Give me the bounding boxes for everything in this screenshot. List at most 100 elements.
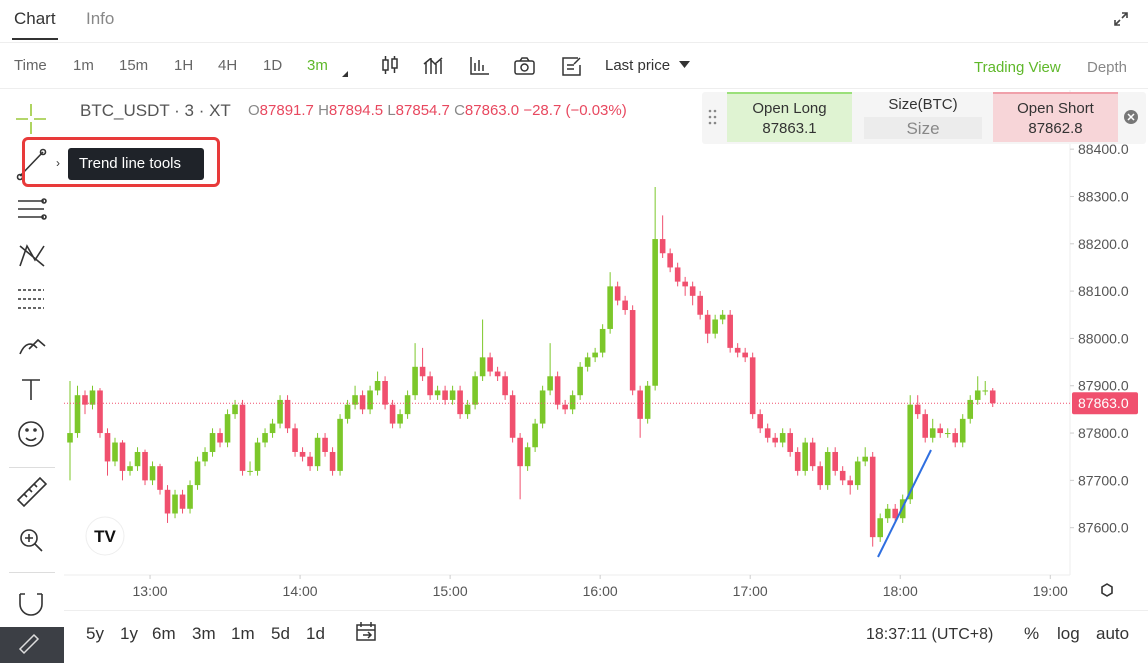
candle-body (937, 428, 944, 434)
candle-body (179, 494, 186, 509)
y-tick-label: 88100.0 (1078, 283, 1129, 299)
candle-body (569, 395, 576, 410)
candle-body (322, 437, 328, 452)
range[interactable]: 1y (120, 624, 138, 643)
interval[interactable]: 4H (218, 57, 238, 74)
interval[interactable]: 1D (263, 57, 283, 74)
candle-body (224, 414, 231, 443)
view-tab[interactable]: Trading View (974, 59, 1061, 76)
drag-handle[interactable] (708, 108, 718, 128)
divider (9, 572, 55, 573)
candle-body (817, 466, 823, 486)
ohlc-label: L (387, 102, 396, 119)
x-tick-label: 18:00 (883, 583, 918, 599)
tab-chart[interactable]: Chart (14, 9, 56, 28)
range[interactable]: 5d (271, 624, 290, 643)
candle-body (689, 286, 696, 296)
candle-body (449, 390, 456, 400)
scale-option[interactable]: auto (1096, 624, 1130, 643)
last-price-label: 87863.0 (1078, 395, 1129, 411)
tab-info[interactable]: Info (86, 9, 115, 28)
range[interactable]: 5y (86, 624, 104, 643)
candle-body (464, 404, 471, 415)
ohlc-label: C (454, 102, 465, 119)
candle-body (757, 414, 763, 429)
candle-body (457, 390, 463, 415)
interval[interactable]: 1m (73, 57, 94, 74)
candle-body (539, 390, 546, 424)
range[interactable]: 3m (192, 624, 216, 643)
candle-body (97, 390, 103, 434)
candle-body (352, 395, 358, 405)
scale-option[interactable]: log (1057, 624, 1080, 643)
candle-body (502, 376, 508, 396)
fullscreen-icon[interactable] (1112, 10, 1130, 28)
tooltip: Trend line tools (68, 148, 204, 180)
x-tick-label: 19:00 (1033, 583, 1068, 599)
ohlc: O87891.7 H87894.5 L87854.7 C87863.0 −28.… (248, 102, 627, 119)
candle-body (892, 508, 899, 519)
candle-body (142, 451, 148, 481)
open-long-button[interactable]: Open Long 87863.1 (727, 92, 852, 142)
candle-body (712, 319, 718, 334)
expand-arrow[interactable]: › (56, 156, 60, 170)
candle-body (607, 286, 613, 329)
ohlc-value: 87863.0 (464, 102, 520, 119)
candle-body (284, 399, 291, 429)
candle-body (847, 480, 853, 486)
toolbar-icons[interactable] (378, 54, 588, 78)
interval[interactable]: 15m (119, 57, 149, 74)
candle-body (314, 437, 321, 467)
candle-body (854, 461, 861, 486)
range[interactable]: 6m (152, 624, 176, 643)
interval[interactable]: 1H (174, 57, 194, 74)
candle-body (914, 404, 921, 415)
candle-body (674, 267, 681, 282)
candle-body (772, 437, 778, 443)
candle-body (802, 442, 808, 471)
candle-body (974, 390, 981, 400)
candle-body (307, 456, 313, 467)
candle-body (982, 390, 989, 392)
candle-body (614, 286, 621, 301)
divider (0, 42, 1148, 43)
candle-body (599, 328, 606, 353)
candle-body (667, 253, 673, 268)
candle-body (989, 390, 996, 404)
range[interactable]: 1d (306, 624, 325, 643)
interval-active[interactable]: 3m (307, 57, 328, 74)
candle-body (419, 366, 426, 377)
candle-body (329, 451, 336, 471)
candle-body (82, 395, 88, 405)
y-tick-label: 87900.0 (1078, 378, 1129, 394)
candle-body (262, 433, 268, 443)
dropdown-corner (342, 71, 348, 77)
size-input[interactable]: Size (864, 117, 982, 139)
candle-body (862, 456, 868, 462)
button-price: 87862.8 (1028, 120, 1083, 137)
candle-body (877, 518, 884, 538)
price-type[interactable]: Last price (605, 57, 671, 74)
close-icon[interactable] (1123, 109, 1139, 125)
settings-icon[interactable] (1101, 583, 1113, 597)
y-tick-label: 87600.0 (1078, 520, 1129, 536)
candle-body (217, 433, 223, 443)
candle-body (637, 390, 643, 419)
scale-option[interactable]: % (1024, 624, 1040, 643)
y-tick-label: 88000.0 (1078, 330, 1129, 346)
candle-body (367, 390, 373, 410)
candle-body (824, 451, 831, 486)
candle-body (187, 485, 193, 509)
view-tab[interactable]: Depth (1087, 59, 1128, 76)
price-chart: 87600.0 87700.0 87800.0 87900.0 88000.0 88100… (64, 90, 1138, 599)
date-range-icon[interactable] (354, 620, 380, 644)
candle-body (592, 352, 598, 358)
open-short-button[interactable]: Open Short 87862.8 (993, 92, 1118, 142)
candle-body (337, 418, 343, 471)
button-label: Open Short (1017, 100, 1094, 117)
candle-body (884, 508, 891, 519)
candle-body (787, 433, 793, 452)
range[interactable]: 1m (231, 624, 255, 643)
candle-body (292, 428, 298, 452)
candle-body (202, 451, 208, 462)
